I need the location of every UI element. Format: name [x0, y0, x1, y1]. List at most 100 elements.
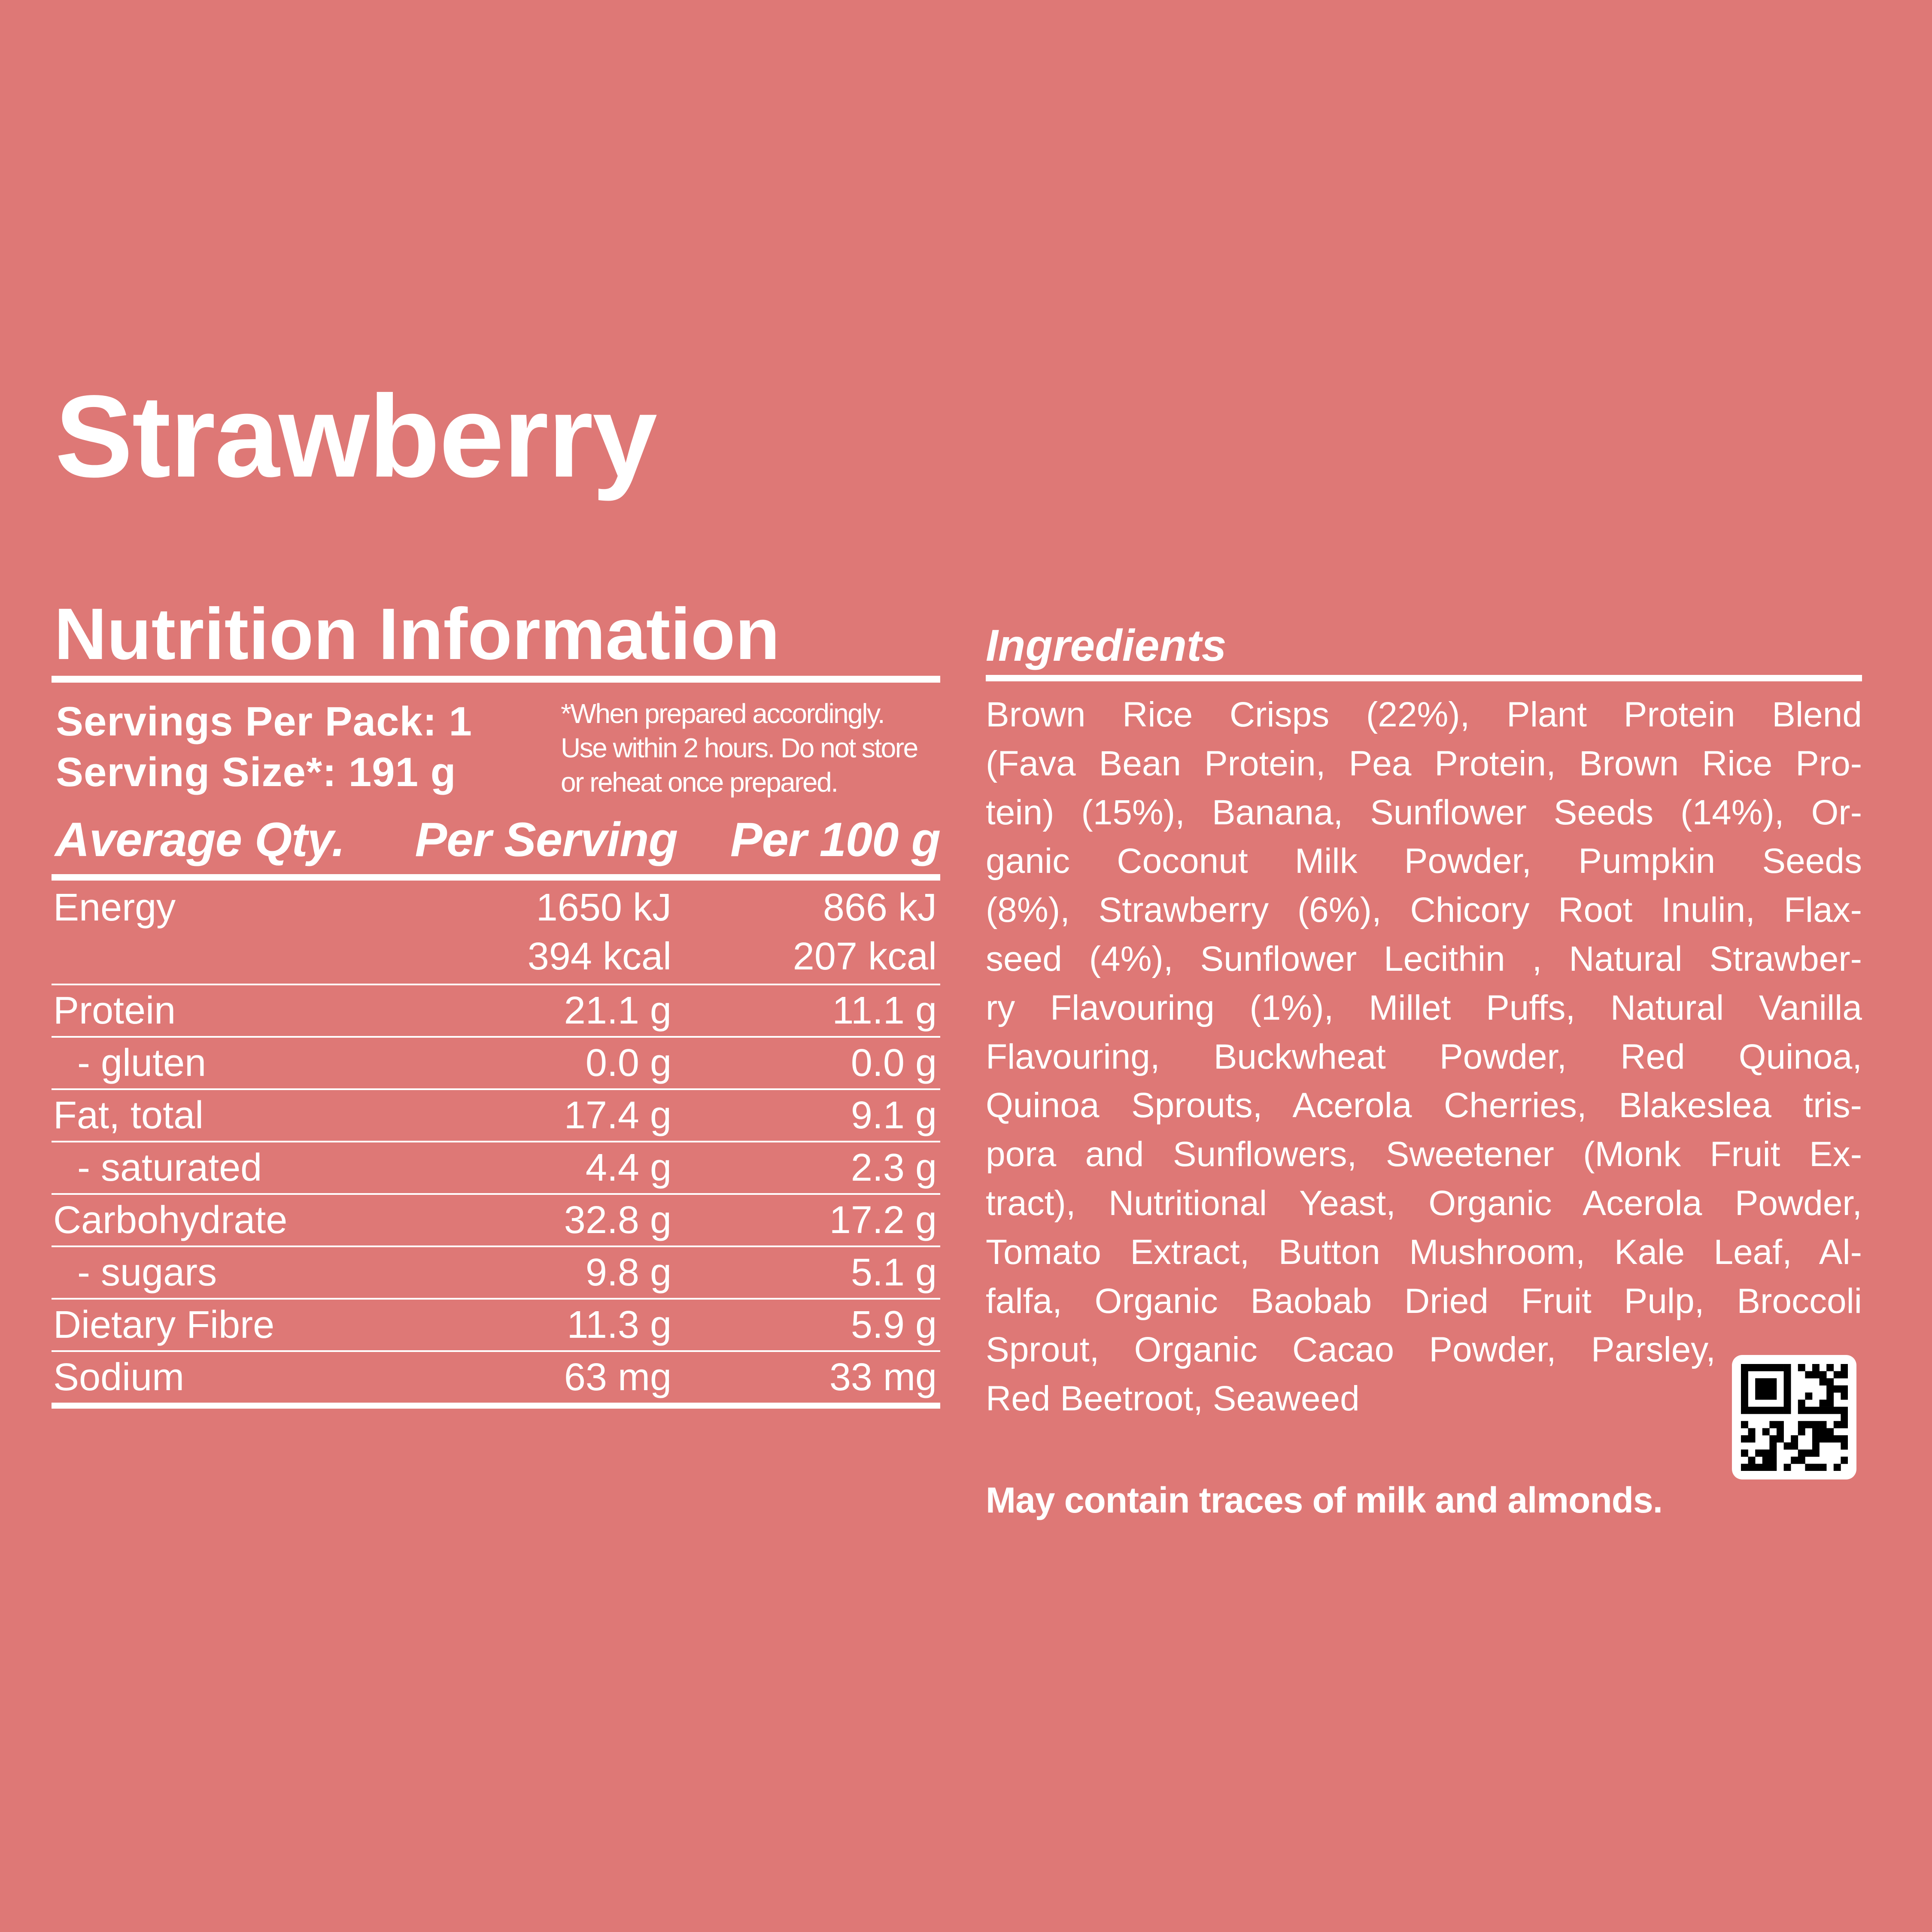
qr-module — [1798, 1428, 1805, 1436]
qr-module — [1798, 1449, 1805, 1457]
qr-module — [1833, 1371, 1841, 1379]
nutrient-label: - sugars — [77, 1251, 217, 1294]
qr-module — [1805, 1406, 1813, 1414]
nutrient-label: - saturated — [77, 1146, 262, 1189]
qr-module — [1741, 1378, 1748, 1386]
table-row: Carbohydrate 32.8 g 17.2 g — [52, 1195, 940, 1247]
qr-module — [1741, 1449, 1748, 1457]
ingredients-line: ry Flavouring (1%), Millet Puffs, Natura… — [986, 988, 1862, 1027]
per-100g-value: 17.2 g — [829, 1199, 937, 1242]
per-100g-value: 11.1 g — [832, 989, 937, 1032]
qr-module — [1841, 1435, 1848, 1443]
per-serving-value: 17.4 g — [564, 1094, 671, 1137]
qr-module — [1812, 1406, 1820, 1414]
qr-module — [1819, 1371, 1827, 1379]
qr-module — [1741, 1464, 1748, 1471]
qr-module — [1798, 1406, 1805, 1414]
per-100g-value: 207 kcal — [793, 935, 937, 978]
serving-info: Servings Per Pack: 1 Serving Size*: 191 … — [56, 696, 472, 798]
qr-module — [1748, 1364, 1756, 1371]
ingredients-text: Brown Rice Crisps (22%), Plant Protein B… — [986, 690, 1862, 1423]
qr-module — [1819, 1464, 1827, 1471]
ingredients-line: (8%), Strawberry (6%), Chicory Root Inul… — [986, 890, 1862, 930]
qr-module — [1833, 1406, 1841, 1414]
ingredients-line: pora and Sunflowers, Sweetener (Monk Fru… — [986, 1135, 1862, 1174]
qr-module — [1819, 1378, 1827, 1386]
nutrition-table: Energy 1650 kJ 866 kJ 394 kcal 207 kcal Prote… — [52, 881, 940, 1409]
qr-module — [1805, 1449, 1813, 1457]
qr-module — [1812, 1428, 1820, 1436]
qr-module — [1819, 1406, 1827, 1414]
qr-module — [1762, 1364, 1770, 1371]
qr-code-icon[interactable] — [1732, 1355, 1856, 1479]
nutrient-label: Sodium — [53, 1356, 185, 1399]
per-100g-value: 0.0 g — [851, 1042, 937, 1084]
nutrient-label: - gluten — [77, 1042, 207, 1084]
qr-module — [1812, 1435, 1820, 1443]
table-row: Sodium 63 mg 33 mg — [52, 1352, 940, 1409]
qr-module — [1769, 1449, 1777, 1457]
qr-module — [1769, 1364, 1777, 1371]
qr-module — [1762, 1464, 1770, 1471]
per-100g-value: 5.1 g — [851, 1251, 937, 1294]
ingredients-line: Brown Rice Crisps (22%), Plant Protein B… — [986, 695, 1862, 734]
qr-module — [1748, 1456, 1756, 1464]
per-serving-value: 9.8 g — [585, 1251, 671, 1294]
qr-module — [1769, 1435, 1777, 1443]
qr-module — [1769, 1392, 1777, 1400]
ingredients-line: Quinoa Sprouts, Acerola Cherries, Blakes… — [986, 1086, 1862, 1125]
header-per-100g: Per 100 g — [730, 813, 941, 866]
nutrient-label: Dietary Fibre — [53, 1303, 275, 1346]
table-row: - saturated 4.4 g 2.3 g — [52, 1142, 940, 1195]
qr-module — [1769, 1456, 1777, 1464]
qr-module — [1812, 1449, 1820, 1457]
qr-module — [1812, 1442, 1820, 1450]
header-per-serving: Per Serving — [415, 813, 678, 866]
nutrition-table-header: Average Qty. Per Serving Per 100 g — [52, 813, 941, 867]
qr-module — [1791, 1456, 1798, 1464]
qr-module — [1798, 1364, 1805, 1371]
per-serving-value: 32.8 g — [564, 1199, 671, 1242]
qr-module — [1841, 1442, 1848, 1450]
qr-module — [1812, 1421, 1820, 1428]
qr-module — [1769, 1378, 1777, 1386]
ingredients-title: Ingredients — [986, 621, 1227, 671]
qr-module — [1762, 1392, 1770, 1400]
qr-module — [1769, 1442, 1777, 1450]
qr-module — [1826, 1378, 1834, 1386]
qr-module — [1741, 1385, 1748, 1393]
ingredients-line: falfa, Organic Baobab Dried Fruit Pulp, … — [986, 1281, 1862, 1321]
per-serving-value: 1650 kJ — [536, 886, 671, 929]
qr-module — [1798, 1421, 1805, 1428]
qr-module — [1833, 1421, 1841, 1428]
qr-module — [1755, 1406, 1763, 1414]
qr-module — [1741, 1406, 1748, 1414]
qr-module — [1819, 1435, 1827, 1443]
table-row: - sugars 9.8 g 5.1 g — [52, 1247, 940, 1300]
qr-module — [1841, 1364, 1848, 1371]
qr-module — [1798, 1456, 1805, 1464]
qr-module — [1826, 1364, 1834, 1371]
per-serving-value: 11.3 g — [567, 1303, 671, 1346]
qr-module — [1769, 1464, 1777, 1471]
ingredients-line: Red Beetroot, Seaweed — [986, 1379, 1360, 1419]
qr-module — [1833, 1385, 1841, 1393]
per-100g-value: 2.3 g — [851, 1146, 937, 1189]
qr-module — [1826, 1406, 1834, 1414]
qr-module — [1783, 1464, 1791, 1471]
qr-module — [1841, 1456, 1848, 1464]
qr-module — [1769, 1385, 1777, 1393]
qr-module — [1741, 1400, 1748, 1407]
qr-module — [1769, 1421, 1777, 1428]
qr-module — [1762, 1428, 1770, 1436]
qr-module — [1805, 1392, 1813, 1400]
qr-module — [1783, 1371, 1791, 1379]
qr-module — [1741, 1371, 1748, 1379]
qr-module — [1777, 1435, 1784, 1443]
qr-module — [1741, 1421, 1748, 1428]
qr-module — [1783, 1364, 1791, 1371]
qr-module — [1819, 1400, 1827, 1407]
qr-module — [1783, 1378, 1791, 1386]
qr-module — [1777, 1421, 1784, 1428]
nutrition-title-divider — [52, 676, 940, 683]
